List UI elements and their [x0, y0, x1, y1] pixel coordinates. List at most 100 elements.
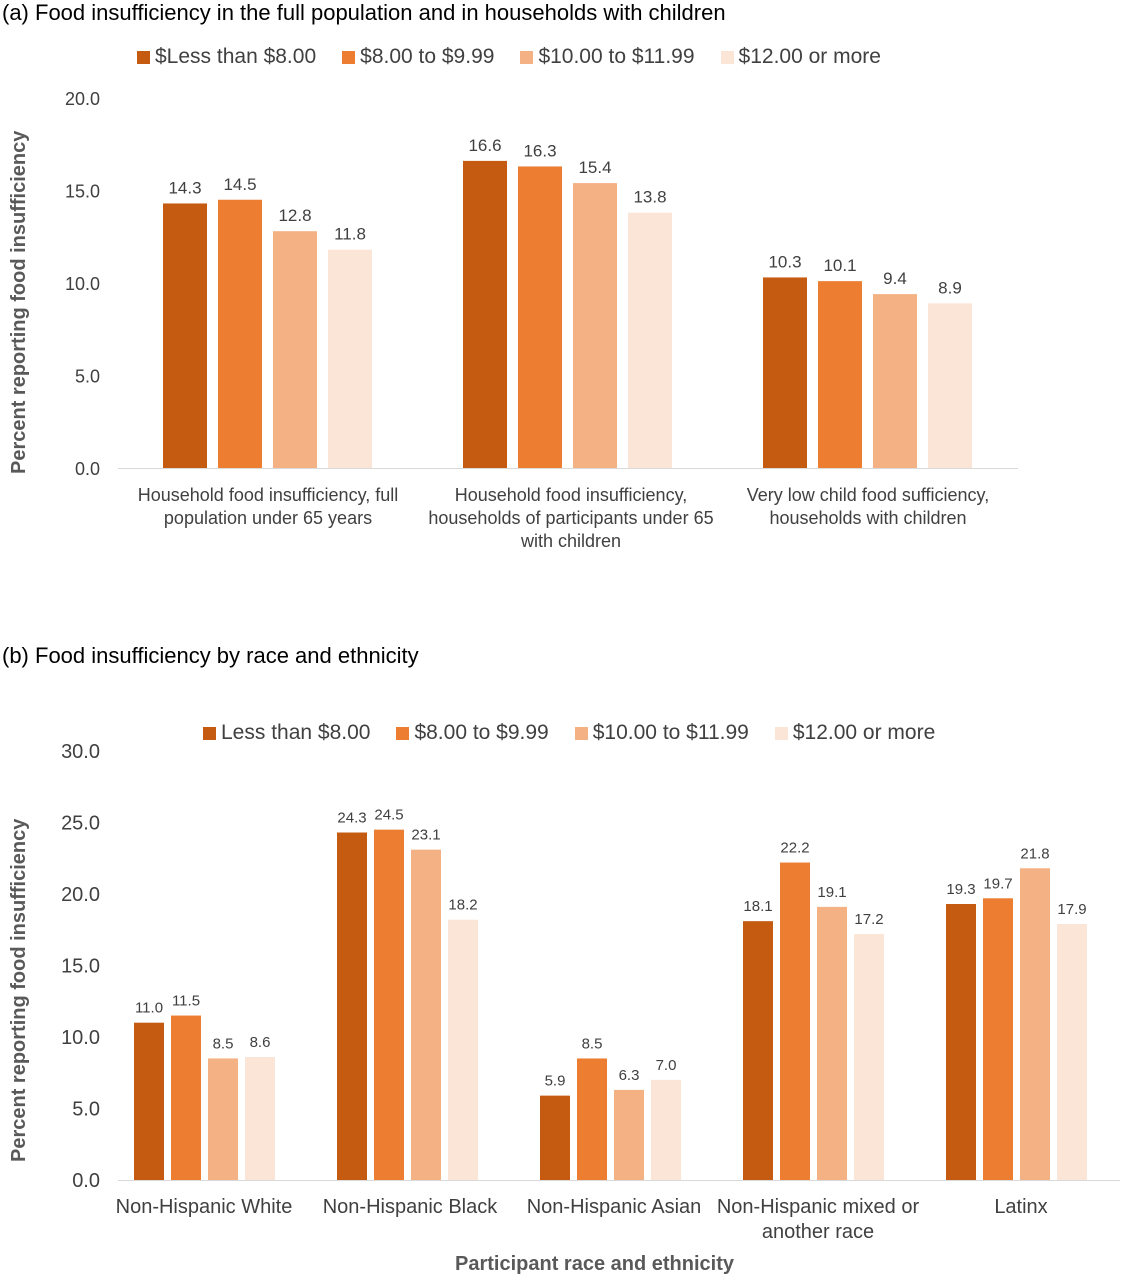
bar [818, 281, 862, 468]
data-label: 8.5 [213, 1035, 234, 1052]
legend-item-b-3: $12.00 or more [774, 721, 936, 745]
y-tick-label: 15.0 [61, 956, 100, 978]
y-tick-label: 0.0 [75, 459, 100, 479]
chart-b-x-axis-title: Participant race and ethnicity [455, 1253, 734, 1275]
bar [780, 862, 810, 1180]
data-label: 15.4 [578, 158, 611, 177]
data-label: 8.6 [250, 1034, 271, 1051]
legend-label: Less than $8.00 [221, 721, 371, 744]
chart-a-category-label: Very low child food sufficiency, househo… [746, 485, 990, 528]
y-tick-label: 20.0 [65, 89, 100, 109]
bar [817, 906, 847, 1180]
chart-b-title: (b) Food insufficiency by race and ethni… [2, 643, 419, 668]
legend-swatch [720, 50, 734, 64]
legend-swatch [342, 50, 356, 64]
data-label: 11.8 [334, 225, 366, 244]
legend-swatch [774, 726, 788, 740]
y-tick-label: 30.0 [61, 741, 100, 763]
legend-swatch [574, 726, 588, 740]
bar [1057, 924, 1087, 1180]
data-label: 11.5 [172, 993, 200, 1010]
data-label: 18.2 [448, 897, 477, 914]
bar [614, 1089, 644, 1180]
data-label: 16.3 [523, 141, 556, 160]
bar [171, 1015, 201, 1180]
data-label: 19.1 [817, 884, 846, 901]
data-label: 10.3 [768, 252, 801, 271]
data-label: 10.1 [823, 256, 856, 275]
y-tick-label: 15.0 [65, 182, 100, 202]
bar [134, 1022, 164, 1180]
bar [763, 277, 807, 468]
legend-item-a-1: $8.00 to $9.99 [342, 45, 494, 69]
data-label: 18.1 [743, 898, 772, 915]
bar [651, 1079, 681, 1180]
data-label: 8.5 [582, 1035, 603, 1052]
chart-a-title: (a) Food insufficiency in the full popul… [2, 0, 726, 25]
legend-label: $12.00 or more [738, 45, 881, 68]
data-label: 12.8 [278, 206, 311, 225]
bar [374, 829, 404, 1180]
data-label: 9.4 [883, 269, 907, 288]
legend-label: $8.00 to $9.99 [360, 45, 495, 68]
data-label: 23.1 [411, 827, 440, 844]
legend-swatch [396, 726, 410, 740]
bar [983, 898, 1013, 1180]
bar [463, 160, 507, 468]
data-label: 6.3 [619, 1067, 640, 1084]
chart-b-category-label: Non-Hispanic Asian [526, 1196, 702, 1218]
legend-label: $10.00 to $11.99 [592, 721, 749, 744]
bar [518, 166, 562, 468]
bar [411, 849, 441, 1180]
chart-b-category-label: Non-Hispanic mixed or another race [716, 1196, 920, 1243]
data-label: 5.9 [545, 1073, 566, 1090]
bar [273, 231, 317, 468]
legend-item-a-0: $Less than $8.00 [137, 45, 316, 69]
legend-item-b-0: Less than $8.00 [203, 721, 370, 745]
chart-b-legend: Less than $8.00 $8.00 to $9.99 $10.00 to… [203, 721, 961, 745]
data-label: 19.3 [946, 881, 975, 898]
data-label: 17.9 [1057, 901, 1086, 918]
bar [328, 249, 372, 468]
chart-a-legend: $Less than $8.00 $8.00 to $9.99 $10.00 t… [137, 45, 907, 69]
data-label: 11.0 [135, 1000, 163, 1017]
legend-label: $12.00 or more [792, 721, 936, 744]
data-label: 24.3 [337, 810, 366, 827]
y-tick-label: 5.0 [72, 1099, 100, 1121]
bar [573, 183, 617, 468]
legend-swatch [203, 726, 216, 740]
legend-item-a-2: $10.00 to $11.99 [520, 45, 695, 69]
legend-swatch [520, 50, 534, 64]
chart-b-category-label: Non-Hispanic White [115, 1196, 293, 1218]
chart-b-category-label: Latinx [994, 1196, 1048, 1218]
data-label: 14.5 [223, 175, 256, 194]
y-tick-label: 25.0 [61, 813, 100, 835]
data-label: 24.5 [374, 807, 403, 824]
legend-label: $10.00 to $11.99 [538, 45, 695, 68]
bar [743, 921, 773, 1180]
data-label: 14.3 [168, 178, 201, 197]
y-tick-label: 5.0 [75, 367, 100, 387]
bar [448, 919, 478, 1180]
data-label: 22.2 [780, 840, 809, 857]
bar [946, 904, 976, 1180]
data-label: 8.9 [938, 278, 962, 297]
data-label: 13.8 [633, 188, 666, 207]
data-label: 7.0 [656, 1057, 677, 1074]
data-label: 16.6 [468, 136, 501, 155]
legend-item-b-1: $8.00 to $9.99 [396, 721, 549, 745]
legend-label: $Less than $8.00 [155, 45, 317, 68]
bar [928, 303, 972, 468]
chart-b-category-label: Non-Hispanic Black [322, 1196, 498, 1218]
bar [540, 1095, 570, 1180]
bar [208, 1058, 238, 1180]
data-label: 19.7 [983, 875, 1012, 892]
bar [854, 934, 884, 1180]
legend-label: $8.00 to $9.99 [414, 721, 549, 744]
legend-item-a-3: $12.00 or more [720, 45, 881, 69]
bar [337, 832, 367, 1180]
y-tick-label: 10.0 [65, 274, 100, 294]
y-tick-label: 10.0 [61, 1027, 100, 1049]
bar [577, 1058, 607, 1180]
